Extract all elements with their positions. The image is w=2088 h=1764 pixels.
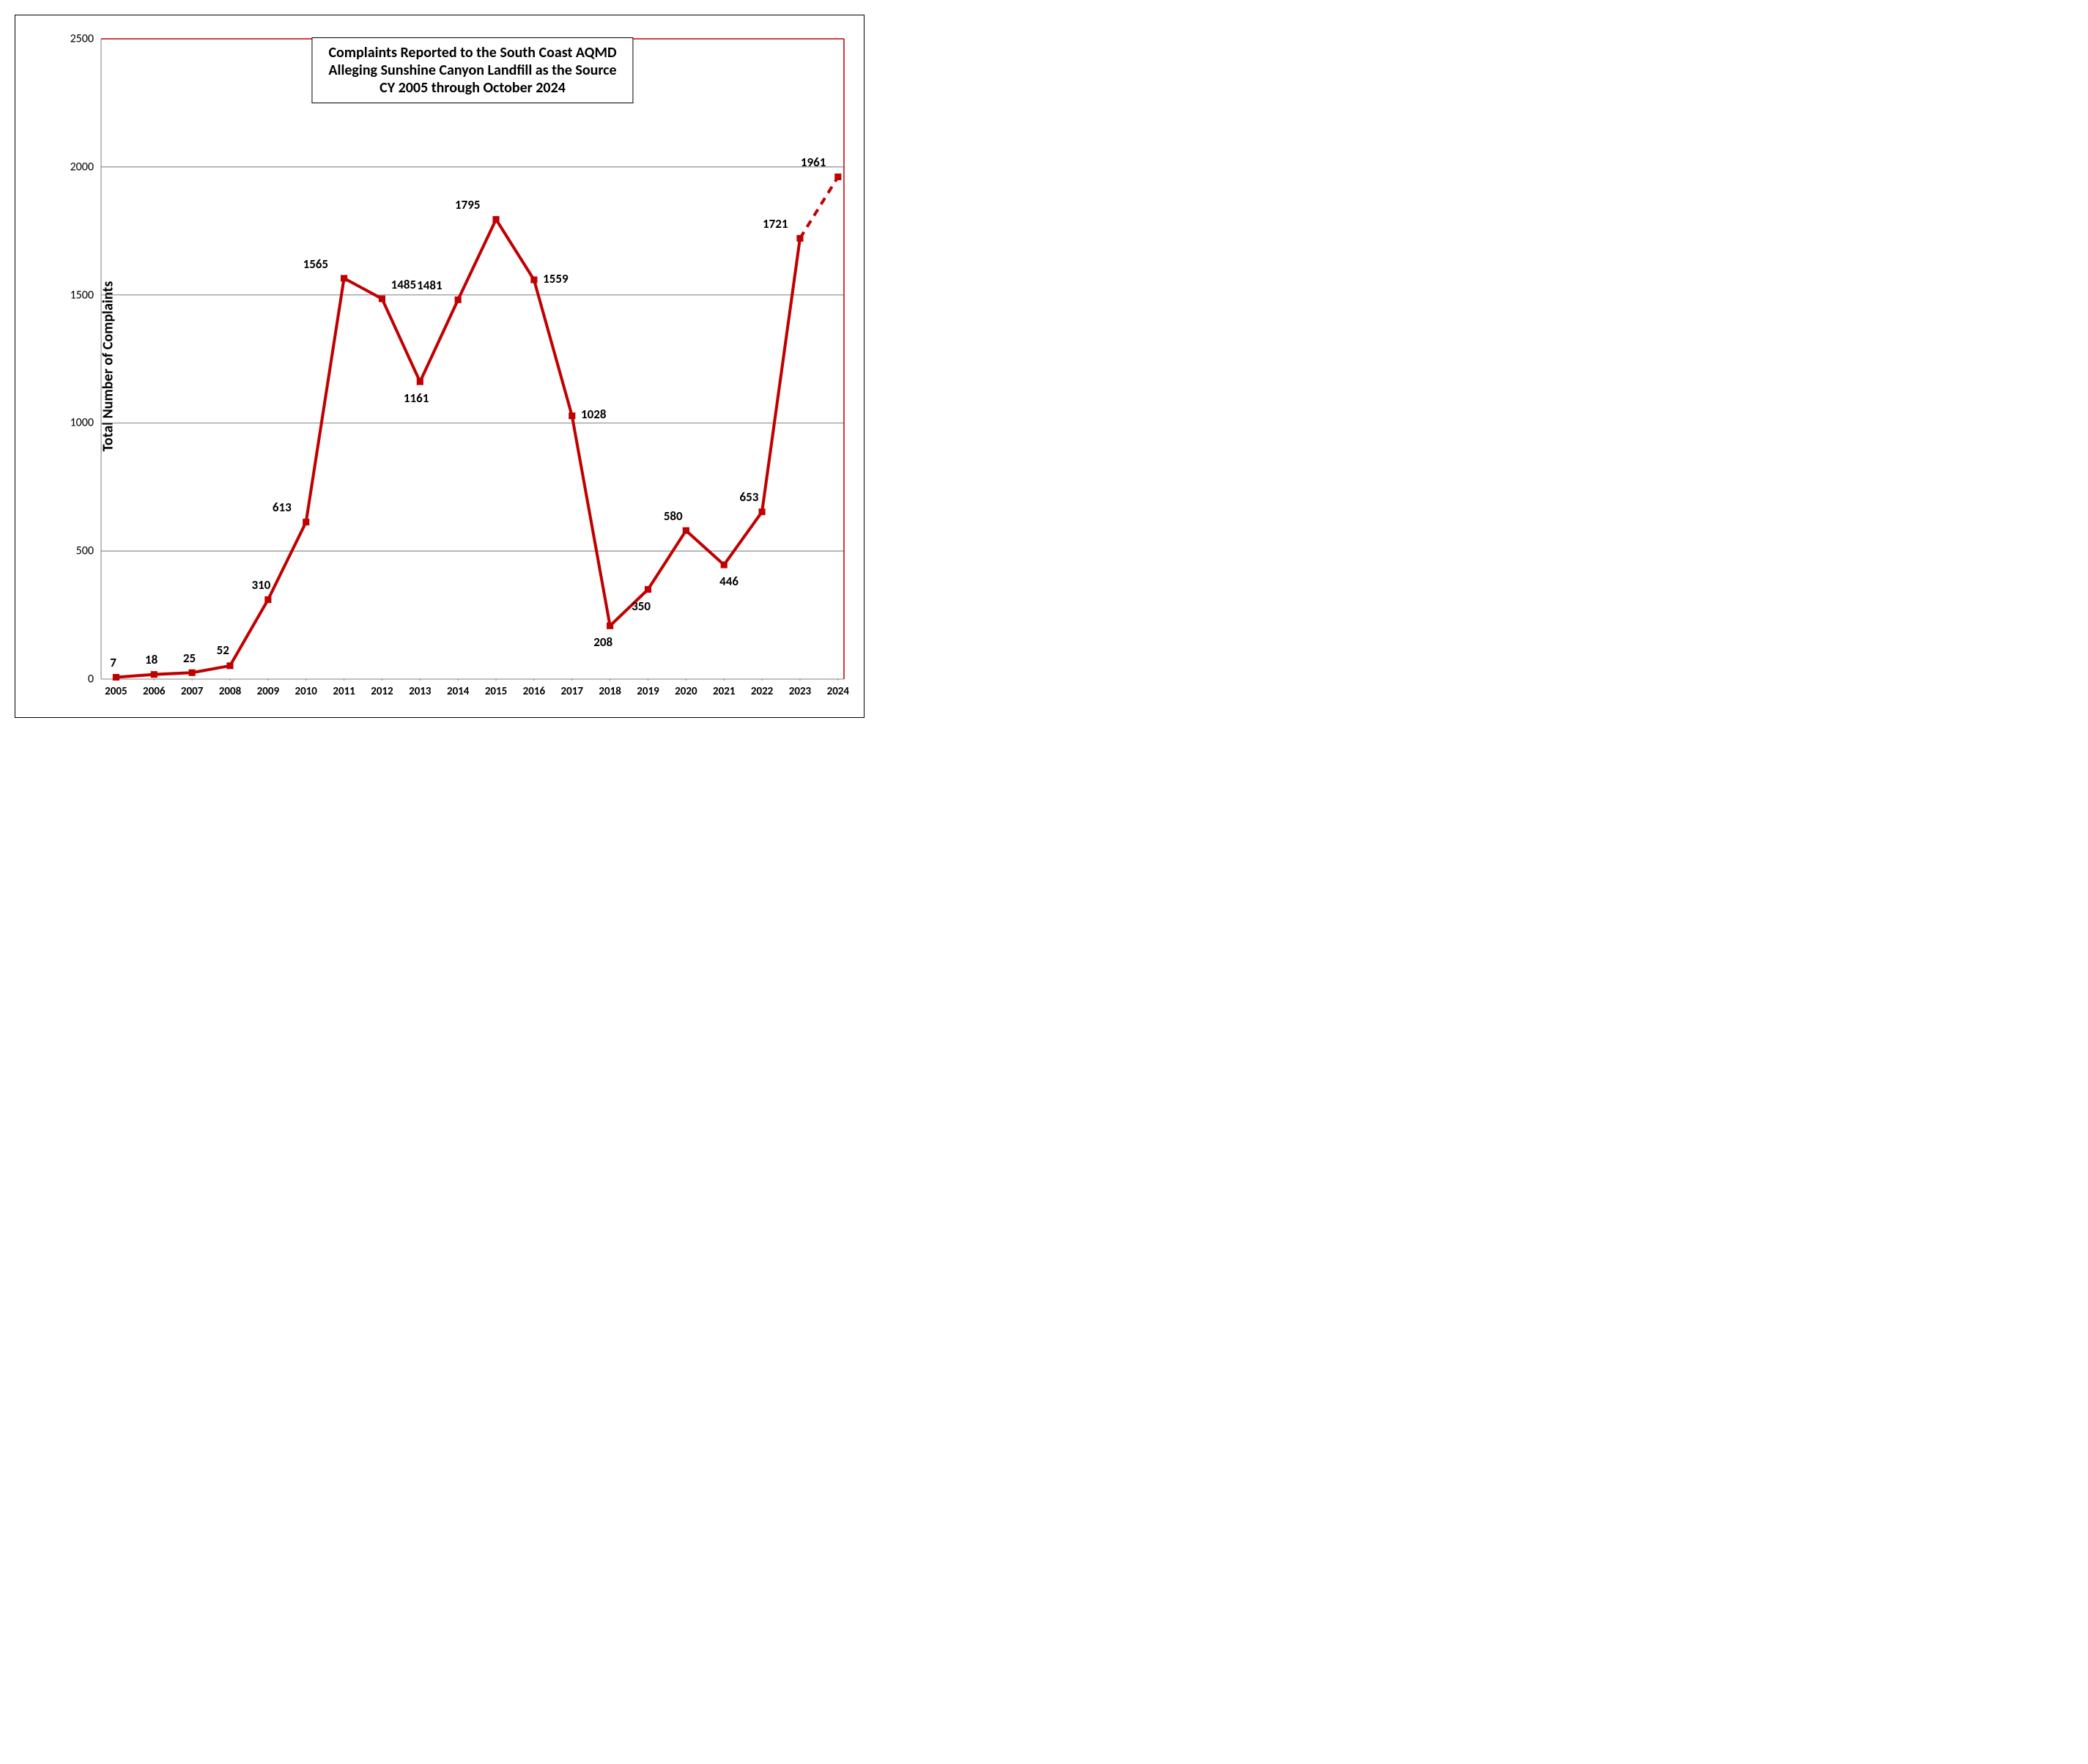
chart-area: Total Number of Complaints Complaints Re…	[23, 23, 856, 710]
data-label: 1795	[455, 197, 480, 212]
data-label: 25	[183, 651, 196, 666]
data-label: 580	[664, 508, 683, 524]
x-tick-label: 2023	[789, 681, 811, 698]
y-tick-label: 1000	[70, 416, 100, 430]
x-tick-label: 2009	[257, 681, 279, 698]
x-tick-label: 2010	[295, 681, 316, 698]
x-tick-label: 2016	[523, 681, 545, 698]
x-tick-label: 2019	[637, 681, 659, 698]
data-label: 1161	[404, 390, 429, 406]
x-tick-label: 2012	[371, 681, 393, 698]
x-tick-label: 2015	[485, 681, 507, 698]
data-label: 1485	[391, 277, 416, 292]
y-tick-label: 2000	[70, 160, 100, 174]
data-label: 208	[593, 634, 612, 650]
chart-title-line-3: CY 2005 through October 2024	[328, 79, 616, 97]
data-label: 1481	[417, 278, 442, 293]
x-tick-label: 2008	[219, 681, 241, 698]
y-tick-label: 1500	[70, 288, 100, 302]
data-label: 1028	[581, 407, 606, 422]
x-tick-label: 2021	[713, 681, 735, 698]
y-tick-label: 2500	[70, 32, 100, 46]
data-label: 1559	[543, 271, 568, 286]
x-tick-label: 2014	[447, 681, 469, 698]
data-label: 1961	[801, 155, 826, 170]
data-label: 18	[145, 652, 158, 667]
y-tick-label: 500	[76, 544, 100, 558]
chart-frame: Total Number of Complaints Complaints Re…	[15, 15, 865, 718]
data-label: 613	[273, 500, 292, 515]
plot-container: Complaints Reported to the South Coast A…	[100, 37, 845, 681]
y-tick-label: 0	[88, 672, 100, 686]
x-tick-label: 2018	[599, 681, 621, 698]
x-tick-label: 2020	[675, 681, 697, 698]
chart-title-line-1: Complaints Reported to the South Coast A…	[328, 44, 616, 62]
x-tick-label: 2022	[751, 681, 773, 698]
data-label: 310	[251, 577, 270, 593]
x-tick-label: 2024	[827, 681, 849, 698]
data-label: 52	[217, 642, 229, 658]
x-tick-label: 2005	[105, 681, 127, 698]
x-tick-label: 2007	[181, 681, 203, 698]
chart-title-line-2: Alleging Sunshine Canyon Landfill as the…	[328, 62, 616, 79]
data-label: 1721	[763, 216, 788, 231]
x-tick-label: 2011	[333, 681, 355, 698]
data-label: 653	[740, 489, 759, 505]
x-tick-label: 2013	[409, 681, 431, 698]
data-label: 446	[719, 574, 738, 589]
x-tick-label: 2006	[143, 681, 165, 698]
x-tick-label: 2017	[561, 681, 583, 698]
data-label: 1565	[303, 256, 328, 272]
data-label: 350	[632, 598, 651, 614]
data-label: 7	[110, 655, 116, 670]
chart-title: Complaints Reported to the South Coast A…	[311, 37, 633, 103]
